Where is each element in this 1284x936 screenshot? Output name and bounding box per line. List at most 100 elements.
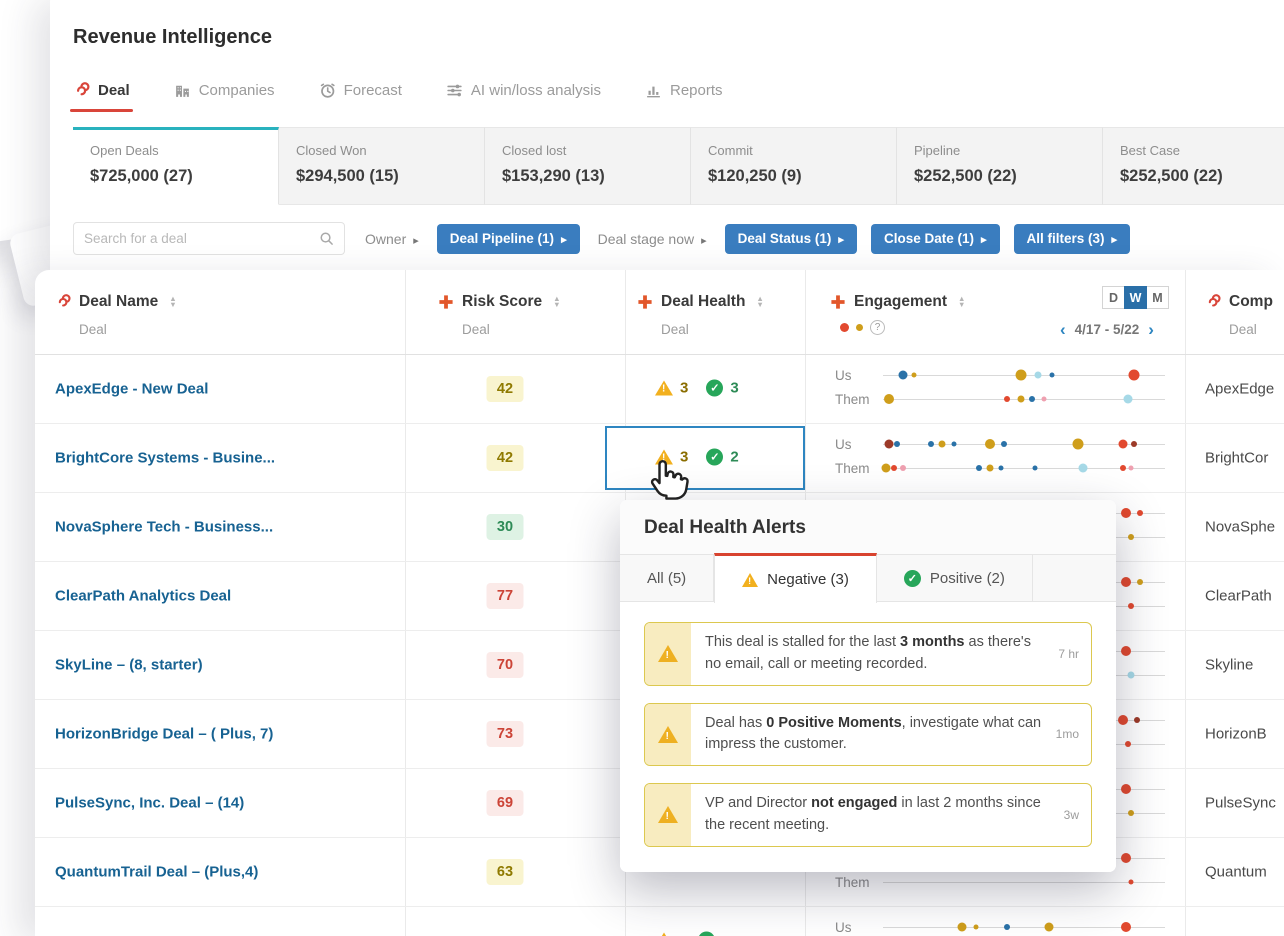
alert-icon-box [645, 784, 691, 846]
engagement-dot [1120, 853, 1131, 863]
summary-card-closed-lost[interactable]: Closed lost $153,290 (13) [485, 127, 691, 205]
engagement-dot [1015, 369, 1027, 381]
nav-tab-companies[interactable]: Companies [174, 82, 275, 112]
deal-name-link[interactable]: ApexEdge - New Deal [55, 380, 209, 398]
alert-text-segment: as there's no email, call or meeting rec… [705, 634, 1031, 672]
column-deal-name: Deal Name Deal [55, 270, 177, 337]
column-title[interactable]: Engagement [854, 293, 948, 310]
filter-label: Deal Status (1) [737, 231, 832, 246]
search-icon [319, 231, 334, 246]
check-icon [698, 931, 715, 936]
help-icon[interactable] [870, 320, 885, 335]
selected-cell-outline [605, 426, 805, 490]
engagement-dot [1004, 396, 1011, 402]
summary-card-open-deals[interactable]: Open Deals $725,000 (27) [73, 127, 279, 205]
nav-tab-ai-win-loss-analysis[interactable]: AI win/loss analysis [446, 82, 601, 112]
reports-icon [645, 82, 662, 99]
popup-tab-all-5[interactable]: All (5) [620, 555, 715, 602]
engagement-dot [898, 370, 908, 380]
column-title[interactable]: Deal Name [79, 293, 159, 310]
alert-card: This deal is stalled for the last 3 mont… [644, 622, 1092, 686]
ai-winloss-icon [446, 82, 463, 99]
caret-right-icon [838, 231, 844, 246]
search-input[interactable] [84, 231, 319, 246]
company-name: Skyline [1205, 656, 1254, 674]
engagement-dot [1120, 508, 1131, 518]
summary-card-label: Closed lost [502, 143, 567, 158]
column-title[interactable]: Risk Score [462, 293, 543, 310]
deal-name-link[interactable]: HorizonBridge Deal – ( Plus, 7) [55, 725, 274, 743]
engagement-dot [1130, 441, 1137, 447]
company-name: ClearPath [1205, 587, 1272, 605]
summary-card-commit[interactable]: Commit $120,250 (9) [691, 127, 897, 205]
engagement-dot [884, 439, 894, 449]
summary-cards: Open Deals $725,000 (27) Closed Won $294,50… [73, 127, 1284, 205]
deal-name-link[interactable]: ClearPath Analytics Deal [55, 587, 232, 605]
deal-health-cell[interactable]: 33 [655, 379, 739, 397]
engagement-dot [1128, 465, 1134, 471]
engagement-dot [1118, 439, 1128, 449]
sort-icon[interactable] [958, 296, 965, 308]
column-title[interactable]: Comp [1229, 293, 1273, 310]
column-title[interactable]: Deal Health [661, 293, 746, 310]
filter-owner[interactable]: Owner [361, 224, 423, 254]
filter-deal-status-1[interactable]: Deal Status (1) [724, 223, 857, 254]
check-icon [903, 570, 921, 587]
nav-tab-forecast[interactable]: Forecast [319, 82, 402, 112]
toggle-w[interactable]: W [1124, 286, 1147, 309]
plus-icon [438, 294, 454, 310]
chevron-left-icon[interactable] [1060, 321, 1066, 338]
alert-text: VP and Director not engaged in last 2 mo… [705, 793, 1056, 837]
engagement-dot [894, 441, 901, 447]
filter-deal-stage-now[interactable]: Deal stage now [594, 224, 711, 254]
deal-icon [55, 294, 71, 310]
company-name: Quantum [1205, 863, 1267, 881]
engagement-label: Them [835, 875, 870, 890]
sort-icon[interactable] [169, 296, 176, 308]
summary-card-best-case[interactable]: Best Case $252,500 (22) [1103, 127, 1284, 205]
alert-timestamp: 7 hr [1058, 646, 1079, 661]
popup-tab-positive-2[interactable]: Positive (2) [877, 555, 1033, 602]
deal-name-link[interactable]: PulseSync, Inc. Deal – (14) [55, 794, 245, 812]
caret-right-icon [1112, 231, 1118, 246]
summary-card-label: Open Deals [90, 143, 159, 158]
sort-icon[interactable] [553, 296, 560, 308]
chevron-right-icon[interactable] [1148, 321, 1154, 338]
filter-all-filters-3[interactable]: All filters (3) [1013, 223, 1131, 254]
summary-card-label: Pipeline [914, 143, 961, 158]
popup-tab-negative-3[interactable]: Negative (3) [714, 553, 877, 603]
engagement-dot [1032, 465, 1038, 471]
nav-tab-label: Deal [98, 82, 130, 99]
nav-tab-deal[interactable]: Deal [70, 82, 133, 112]
risk-score-badge: 77 [486, 583, 524, 609]
nav-tab-reports[interactable]: Reports [645, 82, 723, 112]
positive-count: 2 [730, 448, 739, 466]
alert-text-segment: , investigate what can impress the custo… [705, 714, 1042, 753]
engagement-legend [840, 320, 885, 335]
summary-card-pipeline[interactable]: Pipeline $252,500 (22) [897, 127, 1103, 205]
deal-icon [1205, 294, 1221, 310]
engagement-label: Us [835, 368, 852, 383]
summary-card-closed-won[interactable]: Closed Won $294,500 (15) [279, 127, 485, 205]
column-subtitle: Deal [79, 322, 107, 337]
engagement-us-line: Us [835, 920, 1165, 935]
deal-name-link[interactable]: NovaSphere Tech - Business... [55, 518, 274, 536]
filter-close-date-1[interactable]: Close Date (1) [870, 223, 1000, 254]
deal-name-link[interactable]: QuantumTrail Deal – (Plus,4) [55, 863, 259, 881]
column-engagement: Engagement [830, 270, 965, 311]
filter-deal-pipeline-1[interactable]: Deal Pipeline (1) [436, 223, 580, 254]
deal-health-cell[interactable]: 32 [655, 448, 739, 466]
header-panel: Revenue Intelligence Deal Companies Foreca… [50, 0, 1284, 270]
engagement-dot [1120, 922, 1131, 932]
toggle-d[interactable]: D [1102, 286, 1125, 309]
deal-name-link[interactable]: BrightCore Systems - Busine... [55, 449, 276, 467]
sort-icon[interactable] [756, 296, 763, 308]
alert-text-segment: not engaged [811, 795, 898, 811]
toggle-m[interactable]: M [1146, 286, 1169, 309]
alert-text-segment: in last 2 months since the recent meetin… [705, 795, 1041, 833]
deal-health-cell[interactable] [655, 931, 722, 936]
deal-name-link[interactable]: SkyLine – (8, starter) [55, 656, 203, 674]
alert-text-segment: VP and Director [705, 795, 812, 811]
